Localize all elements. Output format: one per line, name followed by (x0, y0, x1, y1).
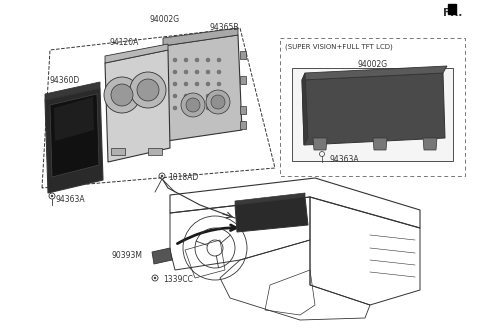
Circle shape (173, 70, 177, 74)
Bar (280, 38, 465, 176)
Circle shape (184, 58, 188, 62)
Polygon shape (448, 4, 456, 14)
Circle shape (51, 195, 53, 197)
Circle shape (195, 82, 199, 86)
Circle shape (161, 175, 163, 177)
Polygon shape (105, 44, 168, 63)
Polygon shape (161, 85, 166, 95)
Circle shape (137, 79, 159, 101)
Circle shape (206, 90, 230, 114)
Polygon shape (50, 94, 99, 177)
Circle shape (104, 77, 140, 113)
Text: 94365B: 94365B (210, 23, 240, 32)
Text: 94002G: 94002G (150, 15, 180, 24)
Polygon shape (240, 76, 246, 84)
Text: 94002G: 94002G (358, 60, 387, 69)
Text: FR.: FR. (443, 8, 462, 18)
Circle shape (206, 70, 210, 74)
Text: 1339CC: 1339CC (163, 276, 193, 284)
Circle shape (211, 95, 225, 109)
Text: 94363A: 94363A (55, 195, 84, 204)
Circle shape (154, 277, 156, 279)
Circle shape (130, 72, 166, 108)
Circle shape (111, 84, 133, 106)
Polygon shape (302, 73, 308, 145)
Circle shape (206, 58, 210, 62)
Polygon shape (45, 88, 103, 193)
Polygon shape (235, 193, 305, 205)
Circle shape (217, 94, 221, 98)
Polygon shape (54, 97, 94, 141)
Polygon shape (163, 28, 238, 46)
Text: 94360D: 94360D (50, 76, 80, 85)
Text: 90393M: 90393M (111, 251, 142, 259)
Circle shape (195, 106, 199, 110)
Circle shape (184, 82, 188, 86)
Circle shape (217, 58, 221, 62)
Text: 94363A: 94363A (330, 155, 360, 164)
Polygon shape (302, 73, 445, 145)
Circle shape (173, 94, 177, 98)
Polygon shape (240, 106, 246, 114)
Text: 1018AD: 1018AD (168, 174, 198, 182)
Circle shape (206, 94, 210, 98)
Circle shape (184, 70, 188, 74)
Circle shape (217, 106, 221, 110)
Polygon shape (111, 148, 125, 155)
Polygon shape (163, 35, 242, 141)
Circle shape (206, 82, 210, 86)
Circle shape (195, 94, 199, 98)
Text: (SUPER VISION+FULL TFT LCD): (SUPER VISION+FULL TFT LCD) (285, 43, 393, 50)
Polygon shape (240, 121, 246, 129)
Circle shape (195, 58, 199, 62)
Polygon shape (45, 82, 100, 100)
Polygon shape (373, 138, 387, 150)
Polygon shape (235, 197, 308, 232)
Circle shape (173, 82, 177, 86)
Polygon shape (105, 50, 170, 162)
Text: 94120A: 94120A (110, 38, 139, 47)
Polygon shape (148, 148, 162, 155)
Bar (292, 68, 453, 161)
Circle shape (217, 82, 221, 86)
Circle shape (173, 106, 177, 110)
Circle shape (195, 70, 199, 74)
Circle shape (206, 106, 210, 110)
Circle shape (184, 94, 188, 98)
Circle shape (217, 70, 221, 74)
Circle shape (181, 93, 205, 117)
Polygon shape (161, 105, 166, 115)
Polygon shape (152, 248, 172, 264)
Polygon shape (302, 66, 447, 80)
Polygon shape (423, 138, 437, 150)
Circle shape (186, 98, 200, 112)
Polygon shape (313, 138, 327, 150)
Polygon shape (240, 51, 246, 59)
Circle shape (184, 106, 188, 110)
Circle shape (173, 58, 177, 62)
Polygon shape (161, 55, 166, 65)
